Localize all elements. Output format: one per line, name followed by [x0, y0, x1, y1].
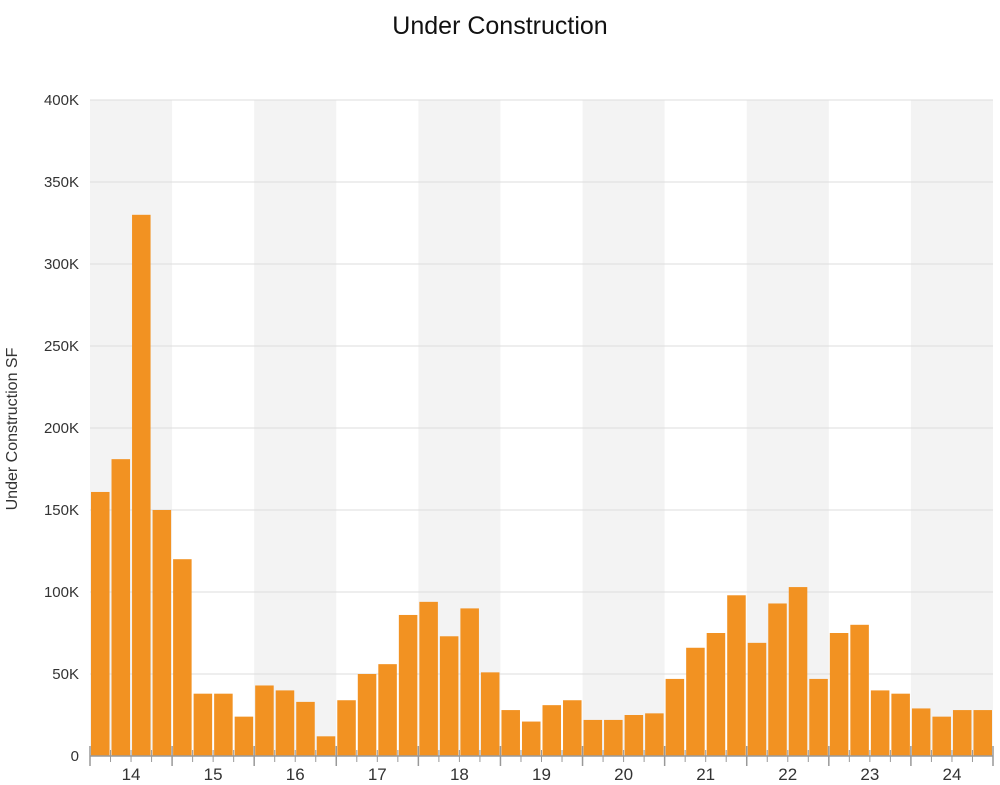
x-tick-label: 15 [204, 765, 223, 784]
bar[interactable] [747, 642, 767, 756]
bar[interactable] [111, 459, 131, 756]
bar[interactable] [255, 685, 274, 756]
bar[interactable] [193, 693, 213, 756]
bar[interactable] [973, 710, 992, 756]
bar[interactable] [439, 636, 459, 756]
x-tick-label: 16 [286, 765, 305, 784]
x-tick-label: 17 [368, 765, 387, 784]
bars [91, 214, 992, 757]
bar[interactable] [891, 693, 910, 756]
y-tick-label: 250K [44, 338, 79, 355]
bar[interactable] [952, 710, 972, 756]
bar[interactable] [583, 719, 603, 756]
bar[interactable] [357, 674, 377, 756]
bar[interactable] [768, 603, 787, 756]
bar[interactable] [665, 678, 685, 756]
bar[interactable] [337, 700, 356, 756]
y-tick-label: 150K [44, 502, 79, 519]
gridlines [90, 99, 993, 675]
bar[interactable] [460, 608, 479, 756]
bar[interactable] [91, 491, 110, 756]
bar[interactable] [645, 713, 664, 756]
y-tick-label: 0 [71, 748, 79, 765]
bar[interactable] [296, 701, 315, 756]
y-tick-label: 100K [44, 584, 79, 601]
bar[interactable] [788, 587, 808, 756]
bar[interactable] [850, 624, 869, 756]
bar[interactable] [563, 700, 582, 756]
y-tick-label: 350K [44, 174, 79, 191]
bar[interactable] [316, 736, 336, 756]
bar[interactable] [173, 559, 192, 756]
bar[interactable] [419, 601, 438, 756]
bar[interactable] [234, 716, 254, 756]
x-axis: 14 15 16 17 18 19 20 21 22 23 24 [89, 746, 994, 784]
bar[interactable] [214, 693, 233, 756]
bar[interactable] [521, 721, 541, 756]
chart-title: Under Construction [392, 12, 608, 40]
bar[interactable] [480, 672, 500, 756]
bar[interactable] [604, 719, 623, 756]
bar[interactable] [932, 716, 951, 756]
bar[interactable] [624, 715, 644, 756]
bar[interactable] [706, 633, 726, 756]
x-tick-label: 21 [696, 765, 715, 784]
x-tick-label: 18 [450, 765, 469, 784]
x-tick-label: 19 [532, 765, 551, 784]
bar[interactable] [132, 214, 151, 757]
bar[interactable] [727, 595, 746, 756]
bar[interactable] [152, 510, 172, 756]
y-tick-label: 50K [52, 666, 79, 683]
x-tick-label: 23 [860, 765, 879, 784]
x-tick-label: 22 [778, 765, 797, 784]
bar[interactable] [686, 647, 705, 756]
bar[interactable] [870, 690, 890, 756]
bar[interactable] [829, 633, 849, 756]
bar[interactable] [275, 690, 295, 756]
bar[interactable] [911, 708, 931, 756]
x-tick-label: 14 [122, 765, 141, 784]
y-tick-label: 400K [44, 92, 79, 109]
bar[interactable] [501, 710, 520, 756]
x-tick-label: 20 [614, 765, 633, 784]
bar[interactable] [809, 678, 828, 756]
bar[interactable] [398, 614, 418, 756]
y-tick-label: 200K [44, 420, 79, 437]
y-tick-labels: 0 50K 100K 150K 200K 250K 300K 350K 400K [44, 92, 79, 765]
y-tick-label: 300K [44, 256, 79, 273]
bar[interactable] [378, 664, 397, 756]
x-tick-label: 24 [942, 765, 961, 784]
bar[interactable] [542, 705, 562, 756]
